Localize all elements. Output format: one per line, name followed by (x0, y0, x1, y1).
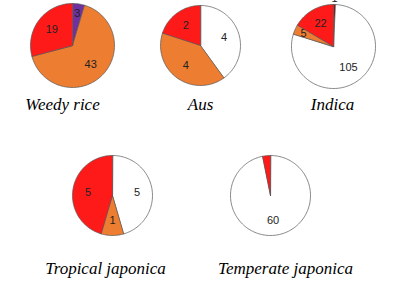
svg-text:5: 5 (85, 185, 91, 197)
svg-text:Weedy rice: Weedy rice (25, 95, 100, 114)
svg-text:3: 3 (74, 7, 80, 19)
svg-text:105: 105 (339, 61, 357, 73)
svg-text:1: 1 (332, 0, 338, 4)
svg-text:60: 60 (267, 214, 279, 226)
svg-text:5: 5 (134, 185, 140, 197)
svg-text:Tropical japonica: Tropical japonica (45, 259, 166, 278)
svg-text:5: 5 (300, 26, 307, 39)
svg-text:43: 43 (85, 58, 97, 70)
svg-text:4: 4 (183, 59, 189, 71)
svg-text:19: 19 (46, 23, 58, 35)
svg-text:4: 4 (221, 31, 227, 43)
svg-text:2: 2 (183, 19, 189, 31)
svg-text:22: 22 (314, 17, 326, 29)
svg-text:Indica: Indica (310, 95, 354, 114)
svg-text:1: 1 (109, 214, 115, 226)
svg-text:Aus: Aus (187, 95, 214, 114)
svg-text:Temperate japonica: Temperate japonica (218, 259, 353, 278)
